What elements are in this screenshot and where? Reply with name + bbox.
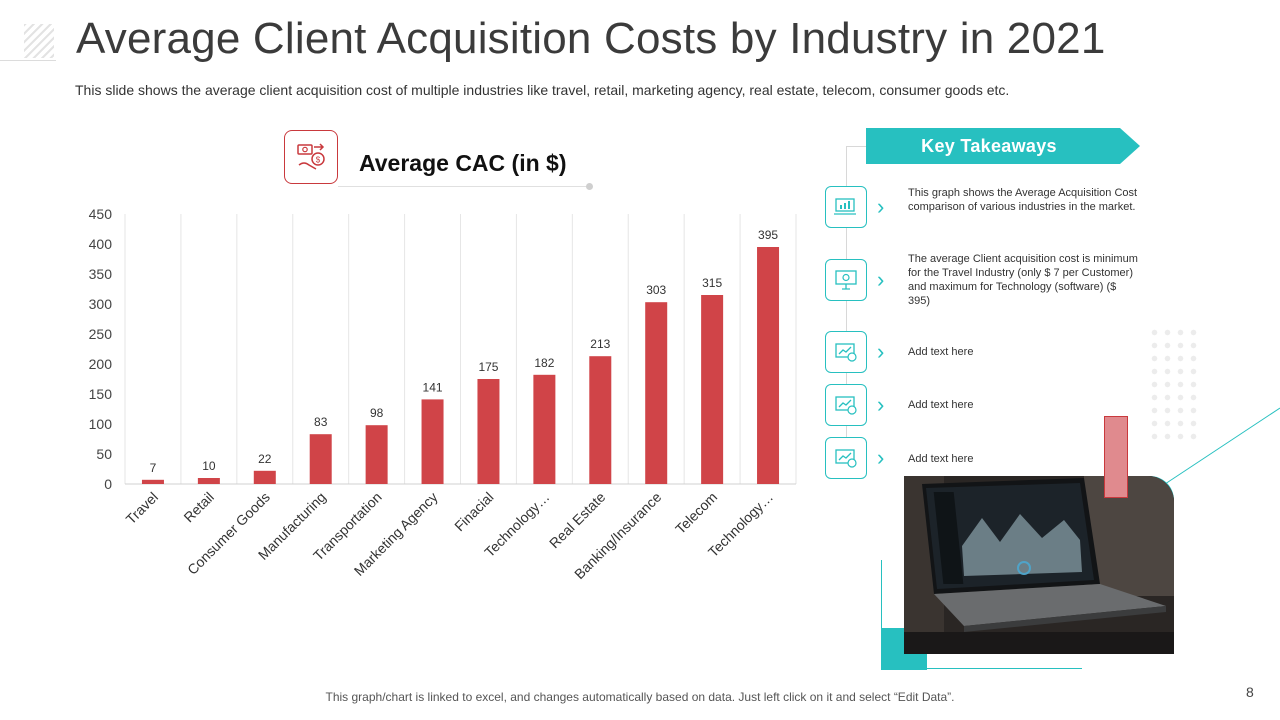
- bar: [197, 478, 220, 484]
- bar-chart: 0501001502002503003504004507Travel10Reta…: [89, 206, 797, 582]
- data-label: 175: [478, 360, 498, 374]
- takeaway-text-4: Add text here: [908, 399, 974, 411]
- dot-grid-decoration: [1148, 326, 1202, 442]
- y-tick-label: 150: [89, 386, 113, 402]
- takeaway-text-2: The average Client acquisition cost is m…: [908, 253, 1138, 307]
- chart-title: Average CAC (in $): [359, 150, 567, 176]
- data-label: 395: [758, 228, 778, 242]
- bar: [589, 356, 612, 484]
- y-tick-label: 350: [89, 266, 113, 282]
- chevron-right-icon: ›: [877, 194, 885, 219]
- y-tick-label: 50: [96, 446, 112, 462]
- bar-chart-laptop-icon: [825, 186, 867, 228]
- bar: [421, 399, 444, 484]
- corner-line: [0, 60, 56, 61]
- data-label: 315: [702, 276, 722, 290]
- y-tick-label: 100: [89, 416, 113, 432]
- money-exchange-icon: $: [284, 130, 338, 184]
- slide-title: Average Client Acquisition Costs by Indu…: [76, 14, 1106, 63]
- bar: [645, 302, 668, 484]
- timeline-line: [846, 146, 847, 456]
- y-tick-label: 300: [89, 296, 113, 312]
- chart-title-dot: [586, 183, 593, 190]
- growth-chart-money-icon: [825, 384, 867, 426]
- frame-line-horizontal: [927, 668, 1082, 669]
- data-label: 7: [150, 461, 157, 475]
- data-label: 182: [534, 356, 554, 370]
- y-tick-label: 200: [89, 356, 113, 372]
- growth-chart-money-icon: [825, 437, 867, 479]
- bar: [701, 295, 724, 484]
- chart-title-underline: [338, 186, 590, 187]
- red-rect-decoration: [1104, 416, 1128, 498]
- takeaway-text-1: This graph shows the Average Acquisition…: [908, 187, 1138, 213]
- data-label: 213: [590, 337, 610, 351]
- takeaways-banner: [866, 128, 1140, 164]
- chevron-right-icon: ›: [877, 445, 885, 470]
- chevron-right-icon: ›: [877, 267, 885, 292]
- corner-decoration: [24, 24, 54, 58]
- y-tick-label: 0: [104, 476, 112, 492]
- bar: [533, 374, 556, 484]
- y-tick-label: 400: [89, 236, 113, 252]
- bar: [253, 470, 276, 484]
- takeaway-text-5: Add text here: [908, 453, 974, 465]
- footer-note: This graph/chart is linked to excel, and…: [325, 690, 955, 704]
- bar: [477, 379, 500, 484]
- data-label: 83: [314, 415, 328, 429]
- bar: [365, 425, 388, 484]
- presentation-board-icon: [825, 259, 867, 301]
- timeline-connector: [846, 146, 868, 147]
- svg-text:$: $: [316, 156, 321, 165]
- data-label: 10: [202, 459, 216, 473]
- frame-line-vertical: [881, 560, 882, 630]
- takeaway-text-3: Add text here: [908, 346, 974, 358]
- data-label: 303: [646, 283, 666, 297]
- chevron-right-icon: ›: [877, 392, 885, 417]
- bar: [141, 479, 164, 484]
- data-label: 98: [370, 406, 384, 420]
- chevron-right-icon: ›: [877, 339, 885, 364]
- y-tick-label: 450: [89, 206, 113, 222]
- takeaways-heading: Key Takeaways: [921, 136, 1057, 156]
- data-label: 22: [258, 452, 272, 466]
- bar: [757, 247, 780, 484]
- data-label: 141: [423, 380, 443, 394]
- y-tick-label: 250: [89, 326, 113, 342]
- page-number: 8: [1246, 684, 1254, 700]
- growth-chart-money-icon: [825, 331, 867, 373]
- bar: [309, 434, 332, 484]
- laptop-photo: [904, 476, 1174, 654]
- slide-subtitle: This slide shows the average client acqu…: [75, 82, 1010, 98]
